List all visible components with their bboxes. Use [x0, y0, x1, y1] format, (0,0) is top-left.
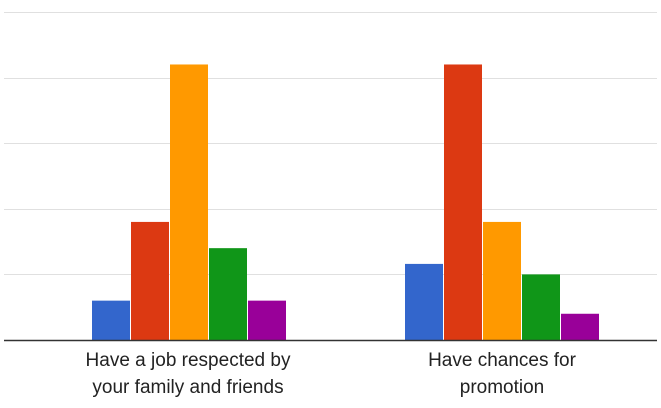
bar-cat1-series1	[444, 64, 482, 340]
bar-cat1-series0	[405, 263, 443, 340]
bar-cat1-series2	[483, 221, 521, 340]
category-labels: Have a job respected by your family and f…	[86, 350, 577, 398]
bar-cat0-series3	[209, 248, 247, 340]
bar-cat1-series3	[522, 274, 560, 340]
category-label-1-line-0: Have chances for	[428, 350, 577, 371]
category-label-0-line-0: Have a job respected by	[86, 350, 291, 371]
bar-cat1-series4	[561, 313, 599, 340]
gridlines	[4, 12, 657, 275]
bars	[92, 64, 599, 340]
bar-cat0-series2	[170, 64, 208, 340]
bar-cat0-series4	[248, 300, 286, 340]
category-label-1-line-1: promotion	[460, 377, 545, 398]
category-label-0-line-1: your family and friends	[92, 377, 283, 398]
bar-cat0-series0	[92, 300, 130, 340]
bar-cat0-series1	[131, 221, 169, 340]
